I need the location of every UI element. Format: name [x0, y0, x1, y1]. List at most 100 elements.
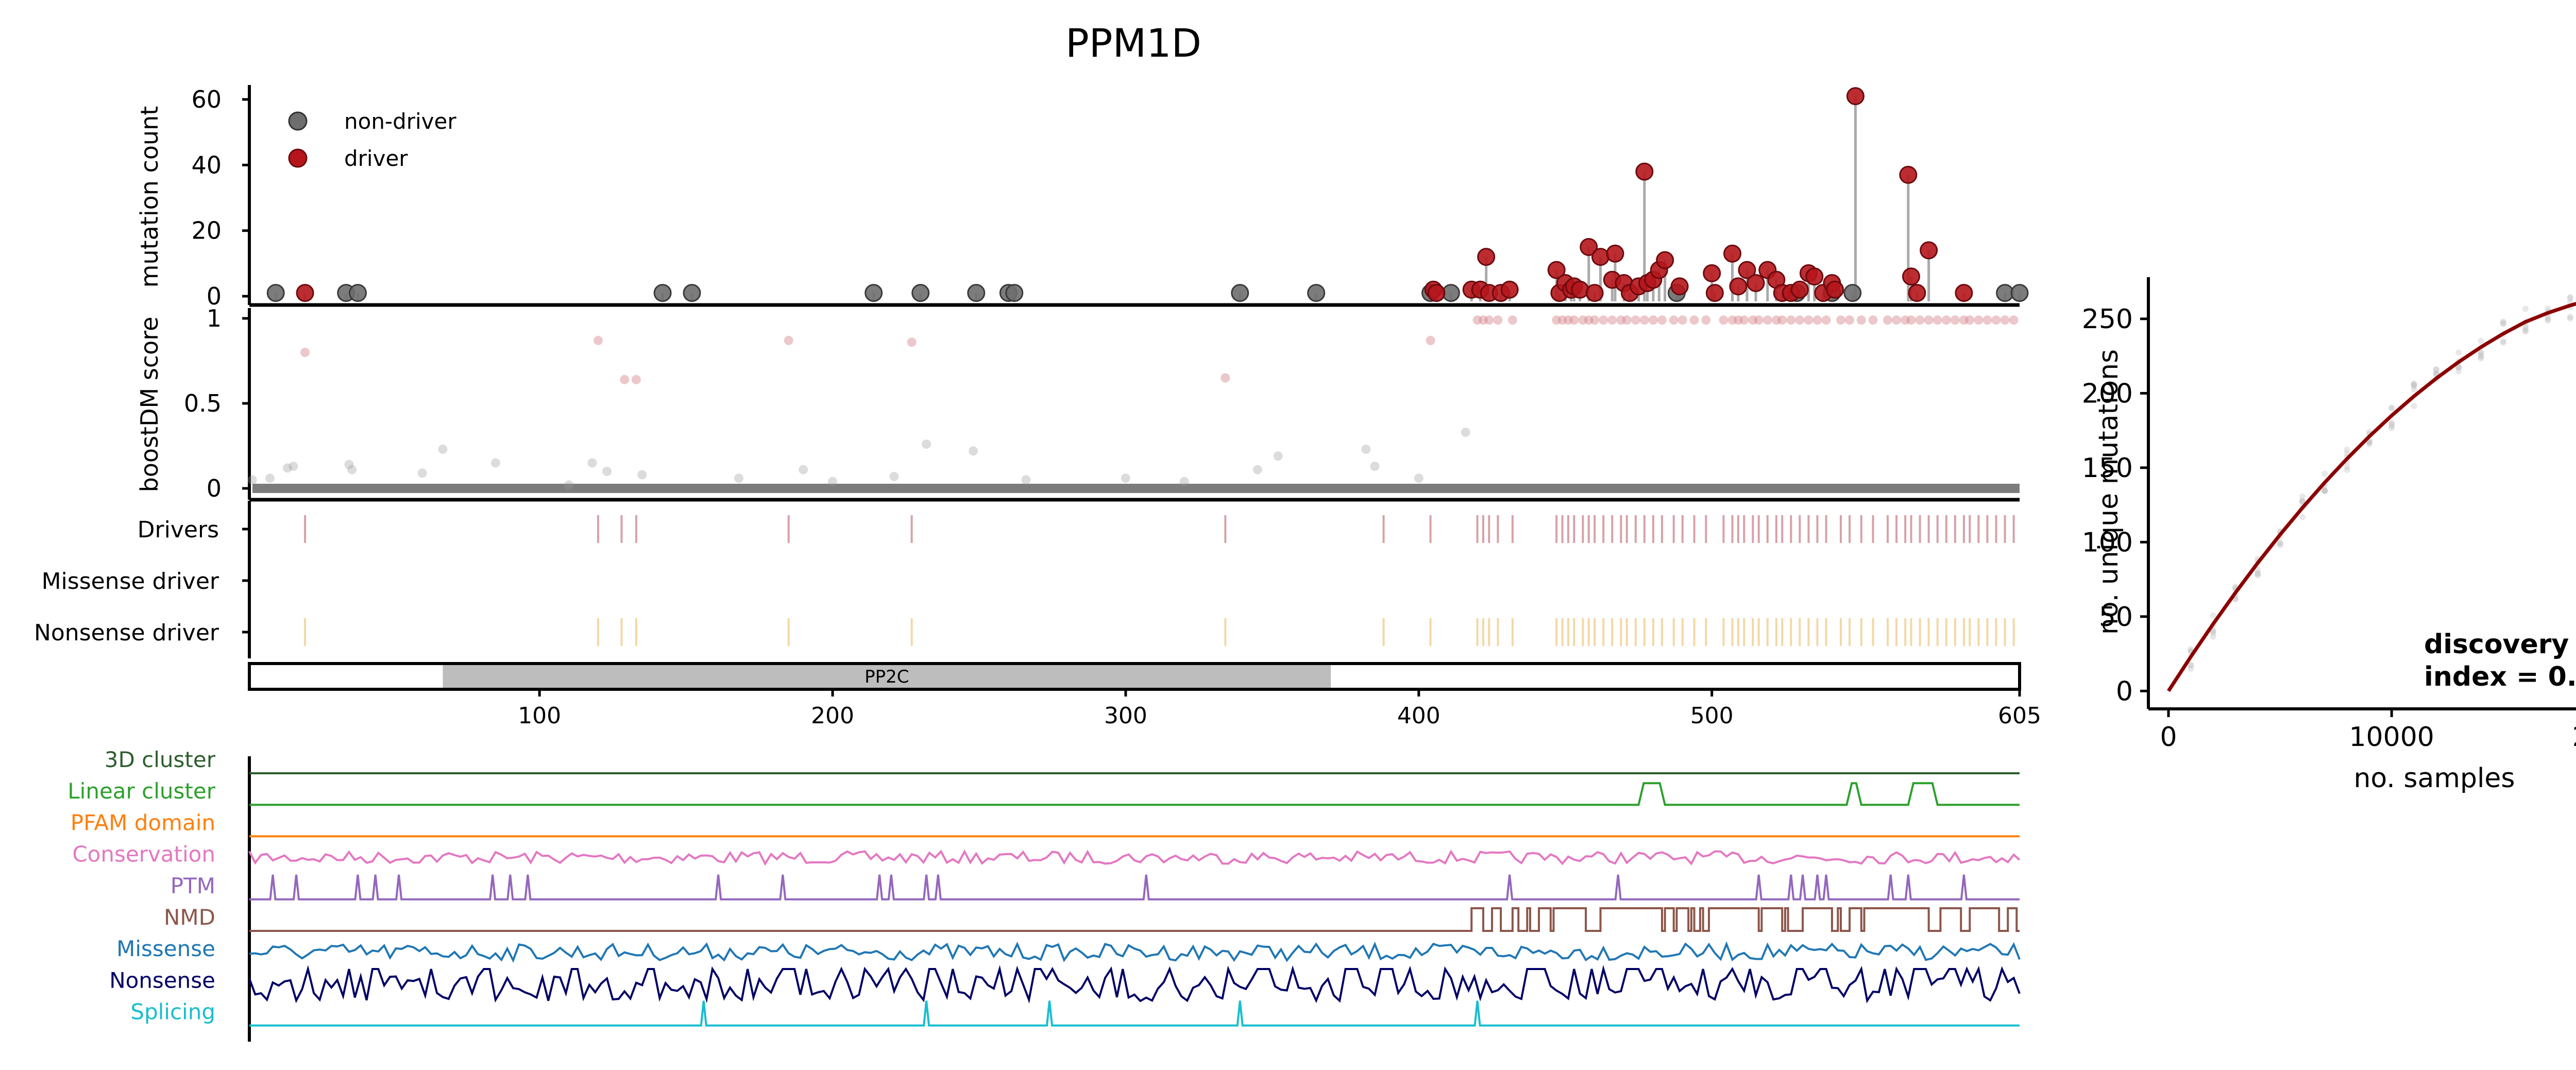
boostdm-low-point: [889, 471, 899, 481]
discovery-sample-point: [2210, 612, 2216, 619]
boostdm-low-point: [799, 465, 808, 474]
feature-track-label: Nonsense: [109, 967, 215, 993]
driver-point: [1790, 280, 1809, 299]
boostdm-y-ticks: 00.51: [184, 304, 249, 502]
boostdm-driver-point: [1804, 315, 1814, 325]
boostdm-driver-point: [1786, 315, 1796, 325]
feature-track-label: PTM: [171, 873, 215, 898]
driver-point: [1500, 280, 1519, 299]
non-driver-point: [683, 284, 701, 302]
boostdm-low-point: [438, 445, 448, 454]
discovery-sample-point: [2344, 446, 2350, 453]
boostdm-y-label: boostDM score: [135, 317, 163, 492]
driver-track-label: Missense driver: [42, 568, 219, 595]
boostdm-driver-point: [1915, 315, 1925, 325]
driver-point: [1703, 264, 1721, 282]
boostdm-driver-point: [1991, 315, 2001, 325]
discovery-sample-point: [2500, 320, 2506, 327]
lollipop-y-tick-label: 0: [207, 282, 222, 310]
discovery-sample-point: [2277, 540, 2283, 547]
boostdm-low-point: [564, 480, 574, 490]
driver-point: [1670, 277, 1689, 296]
boostdm-low-point: [1273, 451, 1283, 461]
driver-point: [1705, 284, 1724, 302]
discovery-sample-point: [2433, 370, 2439, 377]
discovery-sample-point: [2455, 364, 2462, 371]
boostdm-driver-point: [1856, 315, 1866, 325]
boostdm-driver-point: [1771, 315, 1781, 325]
non-driver-point: [1307, 284, 1326, 302]
discovery-sample-point: [2255, 570, 2261, 577]
discovery-sample-point: [2299, 493, 2306, 500]
boostdm-driver-point: [1472, 315, 1482, 325]
boostdm-driver-point: [1762, 315, 1772, 325]
lollipop-y-label: mutation count: [135, 106, 163, 288]
boostdm-driver-point: [1557, 315, 1567, 325]
feature-line-linear-cluster: [249, 782, 2020, 806]
boostdm-low-point: [344, 460, 354, 469]
discovery-sample-point: [2545, 305, 2551, 312]
discovery-sample-point: [2522, 328, 2529, 335]
boostdm-low-point: [1121, 473, 1130, 483]
boostdm-driver-point: [1924, 315, 1934, 325]
discovery-sample-point: [2344, 467, 2350, 473]
driver-point: [1902, 267, 1921, 286]
driver-point: [1955, 284, 1973, 302]
lollipop-panel: 0 20 40 60 mutation count non-driver driver: [135, 85, 2029, 310]
discovery-sample-point: [2455, 368, 2462, 375]
boostdm-driver-point: [1719, 315, 1728, 325]
boostdm-low-point: [247, 475, 257, 485]
discovery-sample-point: [2255, 567, 2261, 573]
boostdm-driver-point: [1933, 315, 1942, 325]
boostdm-low-point: [587, 458, 597, 468]
boostdm-y-tick-label: 1: [207, 304, 222, 332]
discovery-sample-point: [2500, 320, 2506, 327]
driver-point: [1729, 277, 1748, 296]
boostdm-driver-point: [1941, 315, 1951, 325]
discovery-x-tick-label: 10000: [2349, 722, 2434, 753]
driver-point: [1591, 248, 1610, 266]
boostdm-high-point: [593, 335, 603, 345]
lollipop-y-ticks: 0 20 40 60: [191, 86, 249, 310]
driver-point: [1723, 244, 1742, 263]
discovery-sample-point: [2188, 666, 2194, 672]
discovery-sample-points: [2188, 294, 2573, 672]
boostdm-driver-point: [1982, 315, 1992, 325]
feature-line-ptm: [249, 874, 2020, 901]
discovery-sample-point: [2277, 542, 2283, 549]
lollipop-y-tick-label: 40: [191, 151, 222, 179]
position-tick-label: 200: [811, 703, 854, 729]
discovery-sample-point: [2478, 349, 2484, 356]
feature-track-label: Conservation: [72, 842, 215, 867]
discovery-curve: [2167, 302, 2576, 692]
discovery-ticks: 0 10000 20000 0 50 100 150 200 250: [2082, 304, 2576, 753]
boostdm-high-point: [907, 337, 917, 347]
driver-point: [1738, 261, 1756, 279]
discovery-sample-point: [2411, 403, 2417, 410]
boostdm-low-point: [1370, 462, 1380, 471]
discovery-sample-point: [2478, 353, 2484, 360]
feature-track-label: Linear cluster: [67, 778, 215, 804]
boostdm-driver-point: [1616, 315, 1626, 325]
boostdm-driver-point: [1507, 315, 1517, 325]
driver-point: [1826, 280, 1844, 299]
non-driver-point: [911, 284, 930, 302]
boostdm-driver-point: [1622, 315, 1632, 325]
discovery-sample-point: [2411, 386, 2417, 393]
discovery-sample-point: [2388, 419, 2395, 426]
driver-point: [1580, 238, 1598, 256]
pp2c-domain-label: PP2C: [865, 667, 909, 687]
boostdm-low-point: [1179, 477, 1189, 486]
boostdm-driver-point: [1836, 315, 1845, 325]
pfam-track: PP2C 100 200 300 400 500 605: [248, 662, 2041, 729]
boostdm-driver-point: [1478, 315, 1488, 325]
boostdm-driver-point: [1795, 315, 1805, 325]
boostdm-low-point: [1361, 445, 1371, 454]
legend-label-driver: driver: [344, 146, 408, 171]
boostdm-driver-point: [1639, 315, 1649, 325]
legend-label-non-driver: non-driver: [344, 109, 456, 134]
boostdm-driver-point: [1754, 315, 1764, 325]
boostdm-driver-point: [1631, 315, 1640, 325]
boostdm-driver-point: [1845, 315, 1855, 325]
boostdm-high-point: [620, 375, 630, 384]
